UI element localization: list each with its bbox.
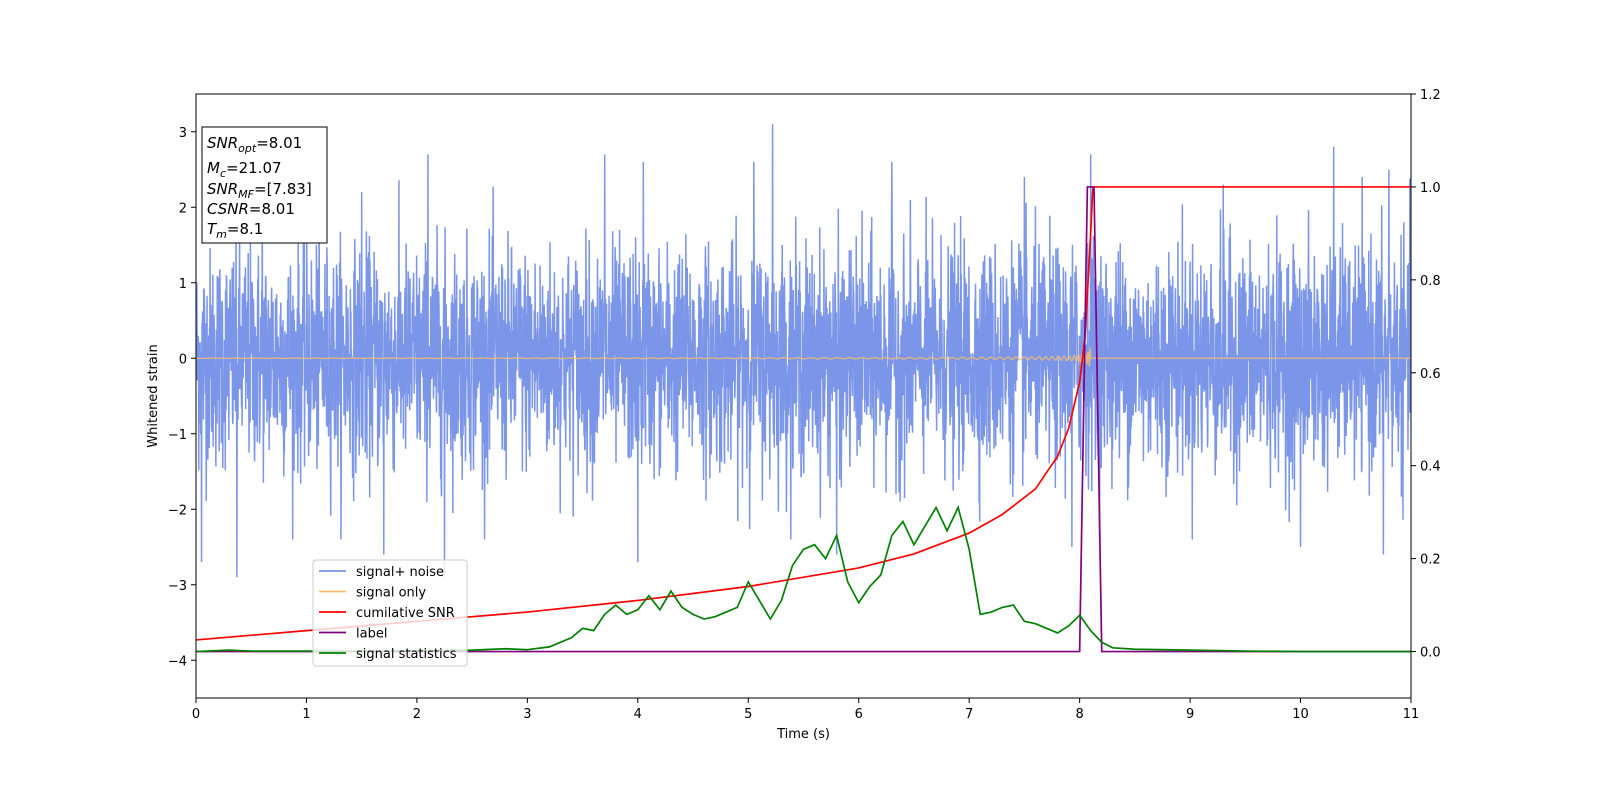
- legend: signal+ noise signal only cumilative SNR la…: [312, 559, 468, 667]
- series-signal-statistics: [196, 505, 1411, 653]
- legend-label: label: [356, 627, 387, 642]
- y-right-tick-label: 1.0: [1420, 181, 1441, 196]
- annotation-box: SNRopt=8.01 Mc=21.07SNRMF=[7.83]CSNR=8.01…: [201, 126, 328, 244]
- x-tick-label: 4: [634, 707, 642, 722]
- y-axis-right: 1.2 1.0 0.8 0.6 0.4 0.2 0.0: [1411, 88, 1441, 661]
- x-tick-label: 7: [965, 707, 973, 722]
- x-tick-label: 1: [302, 707, 310, 722]
- annotation-line: SNRopt=8.01: [207, 134, 302, 155]
- x-tick-label: 11: [1403, 707, 1420, 722]
- y-right-tick-label: 0.8: [1420, 274, 1441, 289]
- annotation-line: CSNR=8.01: [207, 200, 295, 218]
- y-left-tick-label: −3: [168, 579, 187, 594]
- annotation-line: SNRMF=[7.83]: [207, 180, 312, 201]
- y-left-tick-label: −4: [168, 654, 187, 669]
- series-signal-noise: [196, 124, 1411, 578]
- x-tick-label: 6: [855, 707, 863, 722]
- series-layer: [196, 124, 1411, 653]
- y-right-tick-label: 0.2: [1420, 553, 1441, 568]
- x-tick-label: 2: [413, 707, 421, 722]
- y-right-tick-label: 0.4: [1420, 460, 1441, 475]
- x-tick-label: 10: [1292, 707, 1309, 722]
- legend-label: signal only: [356, 586, 426, 601]
- x-tick-label: 3: [523, 707, 531, 722]
- y-right-tick-label: 0.6: [1420, 367, 1441, 382]
- x-tick-label: 9: [1186, 707, 1194, 722]
- annotation-line: Tm=8.1: [207, 220, 263, 241]
- x-tick-label: 0: [192, 707, 200, 722]
- y-left-tick-label: 1: [179, 277, 187, 292]
- x-axis: 0 1 2 3 4 5 6 7 8 9 10 11: [192, 698, 1419, 722]
- legend-label: cumilative SNR: [356, 606, 455, 621]
- x-tick-label: 5: [744, 707, 752, 722]
- legend-frame: [312, 559, 468, 667]
- y-axis-left: 3 2 1 0 −1 −2 −3 −4: [168, 126, 196, 669]
- x-axis-label: Time (s): [776, 727, 830, 742]
- annotation-line: Mc=21.07: [207, 159, 282, 180]
- series-signal-only: [196, 347, 1411, 367]
- y-left-tick-label: −1: [168, 428, 187, 443]
- y-right-tick-label: 0.0: [1420, 646, 1441, 661]
- series-label: [196, 186, 1411, 653]
- legend-label: signal+ noise: [356, 565, 444, 580]
- plot-frame: [195, 93, 1412, 699]
- x-tick-label: 8: [1075, 707, 1083, 722]
- y-left-tick-label: −2: [168, 503, 187, 518]
- annotation-frame: [201, 126, 328, 244]
- y-left-tick-label: 0: [179, 352, 187, 367]
- legend-label: signal statistics: [356, 647, 457, 662]
- y-left-tick-label: 3: [179, 126, 187, 141]
- series-cumilative-snr: [196, 186, 1411, 641]
- y-right-tick-label: 1.2: [1420, 88, 1441, 103]
- y-axis-label: Whitened strain: [146, 344, 161, 447]
- y-left-tick-label: 2: [179, 201, 187, 216]
